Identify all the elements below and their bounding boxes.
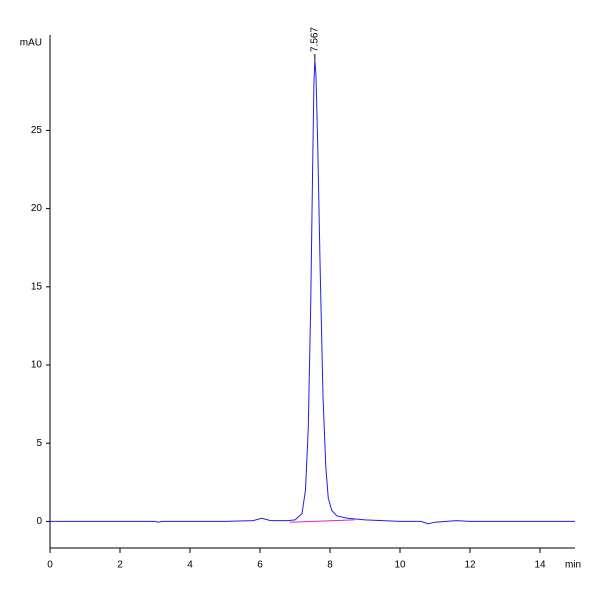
x-tick-label: 8: [327, 560, 333, 571]
x-tick-label: 0: [47, 560, 53, 571]
y-tick-label: 0: [36, 516, 42, 527]
x-tick-label: 12: [464, 560, 476, 571]
y-tick-label: 15: [31, 281, 43, 292]
y-axis-label: mAU: [20, 38, 42, 49]
x-axis-label: min: [565, 560, 581, 571]
y-tick-label: 10: [31, 360, 43, 371]
y-tick-label: 5: [36, 438, 42, 449]
trace: [289, 519, 355, 523]
x-tick-label: 14: [534, 560, 546, 571]
peak-label: 7.567: [309, 27, 320, 52]
y-tick-label: 20: [31, 203, 43, 214]
x-tick-label: 4: [187, 560, 193, 571]
y-tick-label: 25: [31, 125, 43, 136]
x-tick-label: 2: [117, 560, 123, 571]
x-tick-label: 10: [394, 560, 406, 571]
x-tick-label: 6: [257, 560, 263, 571]
trace: [50, 59, 575, 525]
